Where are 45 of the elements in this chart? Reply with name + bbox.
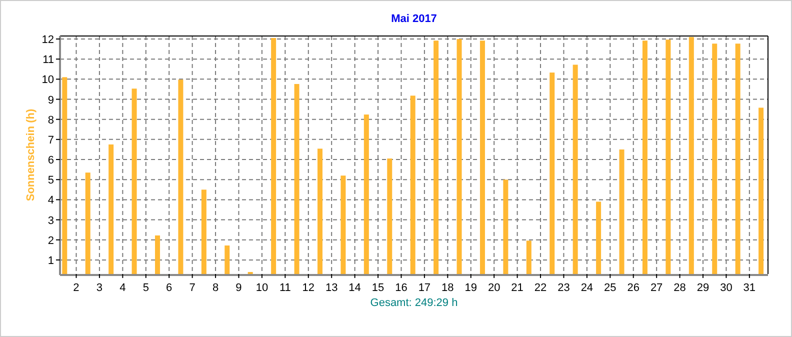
x-tick-label: 28 xyxy=(674,282,686,294)
x-tick-label: 10 xyxy=(256,282,268,294)
x-tick-label: 9 xyxy=(236,282,242,294)
x-tick-label: 23 xyxy=(558,282,570,294)
y-tick-label: 3 xyxy=(48,214,54,227)
x-tick-label: 2 xyxy=(73,282,80,294)
x-tick-label: 3 xyxy=(96,282,103,294)
y-axis-title: Sonnenschein (h) xyxy=(25,108,37,202)
x-tick-label: 25 xyxy=(604,282,616,294)
x-tick-label: 22 xyxy=(534,282,547,294)
x-tick-label: 16 xyxy=(395,282,408,294)
x-tick-label: 31 xyxy=(743,282,756,294)
x-tick-label: 24 xyxy=(580,282,594,294)
x-tick-label: 20 xyxy=(488,282,500,294)
chart-title: Mai 2017 xyxy=(391,13,437,25)
x-tick-label: 6 xyxy=(166,282,172,294)
y-tick-label: 4 xyxy=(48,194,54,207)
text: Gesamt: 249:29 h xyxy=(370,297,458,309)
x-tick-label: 14 xyxy=(348,282,361,294)
x-tick-label: 7 xyxy=(189,282,196,294)
x-tick-label: 27 xyxy=(650,282,663,294)
y-tick-label: 2 xyxy=(48,234,54,247)
x-tick-label: 30 xyxy=(720,282,732,294)
y-tick-label: 9 xyxy=(48,94,54,106)
y-tick-label: 1 xyxy=(48,254,54,267)
y-tick-label: 11 xyxy=(42,54,54,66)
y-tick-label: 12 xyxy=(42,34,54,46)
y-tick-label: 8 xyxy=(48,114,54,126)
x-tick-label: 17 xyxy=(418,282,431,294)
x-tick-label: 8 xyxy=(212,282,219,294)
x-tick-label: 13 xyxy=(325,282,338,294)
x-tick-label: 29 xyxy=(696,282,710,294)
x-tick-label: 18 xyxy=(442,282,454,294)
x-tick-label: 21 xyxy=(511,282,524,294)
y-tick-label: 6 xyxy=(48,154,54,167)
x-tick-label: 12 xyxy=(302,282,315,294)
x-tick-label: 19 xyxy=(464,282,477,294)
x-tick-label: 4 xyxy=(120,282,126,294)
x-tick-label: 11 xyxy=(279,282,291,294)
x-tick-label: 26 xyxy=(627,282,640,294)
x-tick-label: 5 xyxy=(142,282,149,294)
x-tick-label: 15 xyxy=(372,282,384,294)
y-tick-label: 7 xyxy=(48,134,54,146)
y-tick-label: 10 xyxy=(42,74,54,86)
y-tick-label: 5 xyxy=(48,174,54,187)
